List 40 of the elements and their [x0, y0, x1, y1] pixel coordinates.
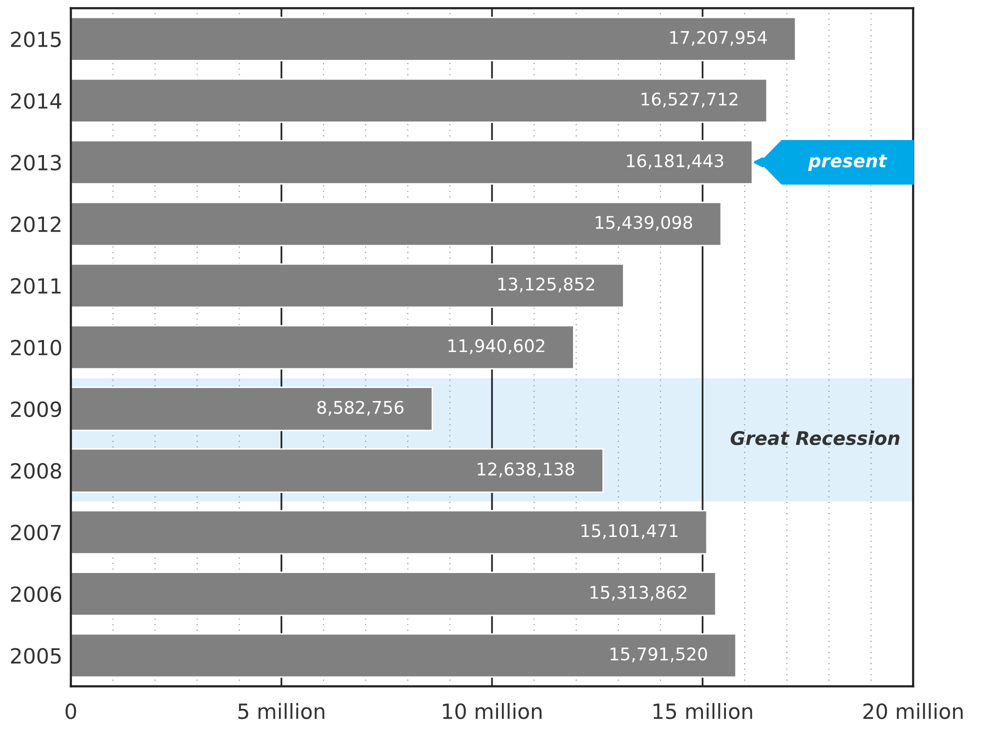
- data-label: 15,439,098: [596, 216, 692, 231]
- data-label: 16,527,712: [642, 92, 738, 108]
- y-tick-label: 2009: [11, 401, 62, 418]
- bar: [70, 386, 434, 432]
- data-label: 8,582,756: [317, 400, 404, 416]
- data-label: 15,791,520: [610, 647, 707, 662]
- y-tick-label: 2011: [11, 278, 61, 294]
- y-tick-label: 2014: [11, 93, 62, 109]
- x-tick-label: 15 million: [654, 703, 752, 720]
- data-label: 17,207,954: [670, 30, 767, 46]
- bar: [70, 78, 768, 123]
- bar: [70, 448, 604, 493]
- y-tick-label: 2007: [11, 524, 61, 540]
- y-tick-label: 2006: [11, 586, 62, 602]
- x-tick-label: 10 million: [443, 703, 542, 720]
- band-label: Great Recession: [730, 430, 900, 446]
- x-tick-label: 5 million: [238, 703, 324, 720]
- data-label: 12,638,138: [478, 462, 574, 478]
- y-tick-label: 2010: [11, 340, 62, 356]
- bar: [70, 263, 624, 308]
- y-tick-label: 2012: [11, 216, 60, 232]
- y-tick-label: 2013: [11, 154, 61, 171]
- bar: [70, 140, 754, 185]
- data-label: 13,125,852: [498, 278, 594, 292]
- bar: [70, 16, 796, 62]
- annotation: present: [808, 154, 888, 172]
- bar: [70, 324, 574, 370]
- y-tick-label: 2015: [11, 31, 61, 48]
- x-tick-label: 20 million: [863, 703, 963, 720]
- bar: [70, 202, 722, 246]
- y-tick-label: 2005: [11, 648, 61, 664]
- y-tick-label: 2008: [11, 463, 62, 479]
- bar: [70, 633, 737, 678]
- bar: [70, 510, 708, 554]
- x-tick-label: 0: [66, 703, 76, 720]
- data-label: 15,101,471: [582, 524, 678, 540]
- data-label: 11,940,602: [448, 339, 544, 354]
- data-label: 15,313,862: [590, 586, 686, 601]
- data-label: 16,181,443: [627, 154, 724, 170]
- bar: [70, 572, 716, 616]
